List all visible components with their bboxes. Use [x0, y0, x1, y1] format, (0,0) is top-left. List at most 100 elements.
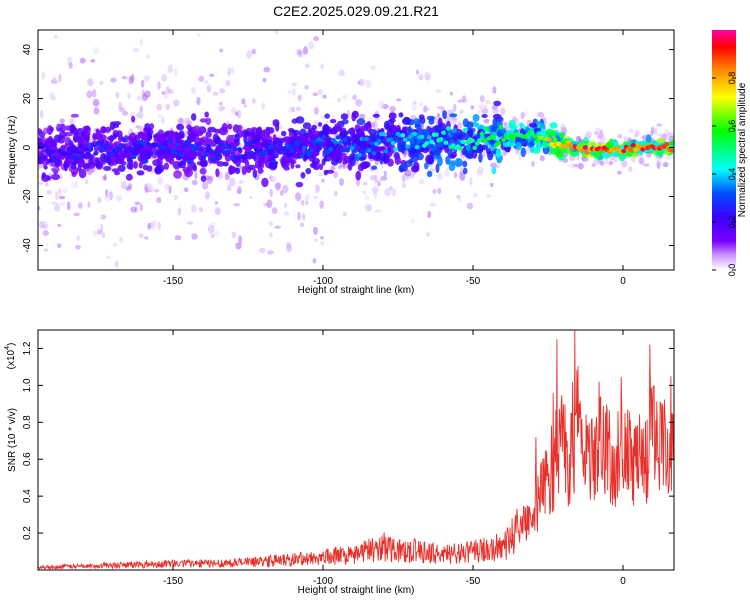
spectrogram-speckle: [130, 206, 137, 213]
snr-line: [38, 330, 674, 570]
spectrogram-ridge-cell: [230, 155, 235, 161]
spectrogram-cell: [270, 160, 277, 169]
spectrogram-cell: [367, 151, 373, 160]
spectrogram-speckle: [183, 187, 189, 193]
spectrogram-speckle: [174, 68, 178, 77]
spectrogram-ridge-cell: [383, 148, 389, 154]
spectrogram-cell: [399, 164, 406, 169]
spectrogram-cell: [302, 139, 310, 145]
spectrogram-speckle: [236, 190, 242, 194]
spectrogram-ridge-cell: [254, 147, 259, 153]
spectrogram-y-tick-label: -20: [22, 189, 33, 204]
spectrogram-speckle: [207, 225, 215, 234]
spectrogram-cell: [143, 127, 152, 132]
spectrogram-speckle: [196, 96, 201, 106]
spectrogram-speckle: [209, 73, 215, 77]
spectrogram-cell: [173, 170, 183, 179]
spectrogram-cell: [336, 146, 341, 153]
spectrogram-ridge-cell: [376, 138, 382, 144]
spectrogram-speckle: [491, 108, 499, 114]
spectrogram-speckle: [62, 187, 68, 194]
spectrogram-speckle: [352, 94, 357, 101]
spectrogram-speckle: [157, 81, 161, 90]
spectrogram-cell: [215, 168, 220, 178]
spectrogram-cell: [656, 138, 665, 144]
spectrogram-cell: [442, 110, 447, 120]
spectrogram-speckle: [296, 49, 302, 56]
spectrogram-cell: [252, 169, 258, 179]
spectrogram-speckle: [111, 26, 118, 30]
spectrogram-speckle: [231, 107, 236, 115]
spectrogram-cell: [495, 147, 502, 158]
spectrogram-cell: [146, 131, 153, 142]
spectrogram-ridge-cell: [220, 149, 226, 154]
spectrogram-speckle: [139, 203, 143, 212]
spectrogram-speckle: [524, 110, 528, 118]
spectrogram-ridge-cell: [148, 151, 154, 156]
spectrogram-speckle: [313, 36, 320, 42]
spectrogram-speckle: [313, 226, 318, 235]
spectrogram-speckle: [190, 204, 197, 213]
spectrogram-ridge-cell: [282, 147, 288, 152]
spectrogram-cell: [462, 160, 468, 168]
spectrogram-speckle: [198, 75, 205, 82]
spectrogram-cell: [186, 134, 195, 143]
spectrogram-ridge-cell: [102, 155, 108, 160]
spectrogram-speckle: [138, 125, 145, 132]
spectrogram-speckle: [321, 178, 325, 183]
spectrogram-cell: [295, 116, 305, 124]
spectrogram-speckle: [138, 233, 144, 239]
spectrogram-speckle: [115, 260, 119, 269]
spectrogram-ridge-cell: [66, 146, 72, 152]
spectrogram-speckle: [643, 163, 650, 167]
spectrogram-speckle: [481, 152, 486, 159]
spectrogram-cell: [490, 125, 498, 132]
spectrogram-cell: [360, 161, 369, 170]
spectrogram-cell: [371, 165, 378, 170]
spectrogram-speckle: [59, 118, 65, 124]
spectrogram-speckle: [161, 73, 168, 82]
spectrogram-speckle: [656, 133, 663, 137]
spectrogram-speckle: [364, 195, 370, 201]
spectrogram-speckle: [191, 86, 196, 95]
spectrogram-speckle: [51, 201, 58, 205]
spectrogram-speckle: [337, 98, 341, 103]
spectrogram-speckle: [476, 166, 484, 176]
spectrogram-speckle: [226, 184, 232, 192]
spectrogram-cell: [62, 125, 70, 131]
spectrogram-speckle: [191, 179, 198, 186]
spectrogram-cell: [549, 122, 558, 129]
spectrogram-ridge-cell: [90, 142, 96, 147]
spectrogram-cell: [535, 121, 541, 126]
spectrogram-ridge-cell: [182, 144, 187, 149]
spectrogram-speckle: [275, 30, 279, 34]
spectrogram-cell: [491, 166, 497, 175]
colorbar-gradient: [712, 30, 736, 270]
spectrogram-speckle: [481, 108, 489, 115]
spectrogram-cell: [465, 152, 474, 159]
spectrogram-x-tick-label: 0: [620, 276, 626, 287]
colorbar-tick-label: 0.2: [727, 216, 737, 229]
spectrogram-cell: [295, 164, 301, 169]
spectrogram-cell: [191, 113, 197, 121]
spectrogram-cell: [261, 177, 269, 188]
spectrogram-cell: [41, 172, 46, 179]
spectrogram-speckle: [418, 74, 424, 81]
spectrogram-speckle: [269, 176, 277, 183]
spectrogram-cell: [133, 147, 141, 156]
spectrogram-speckle: [139, 38, 143, 46]
spectrogram-ridge-cell: [510, 136, 516, 141]
spectrogram-ridge-cell: [196, 142, 202, 147]
spectrogram-speckle: [108, 189, 113, 198]
spectrogram-speckle: [301, 199, 305, 206]
spectrogram-cell: [199, 118, 208, 123]
spectrogram-cell: [136, 170, 145, 176]
spectrogram-ridge-cell: [186, 159, 192, 165]
spectrogram-speckle: [71, 180, 79, 190]
snr-y-tick-label: 0.2: [22, 526, 33, 540]
spectrogram-cell: [329, 128, 337, 135]
spectrogram-speckle: [457, 195, 462, 203]
spectrogram-speckle: [597, 134, 601, 139]
spectrogram-cell: [149, 123, 154, 130]
spectrogram-speckle: [58, 73, 62, 83]
